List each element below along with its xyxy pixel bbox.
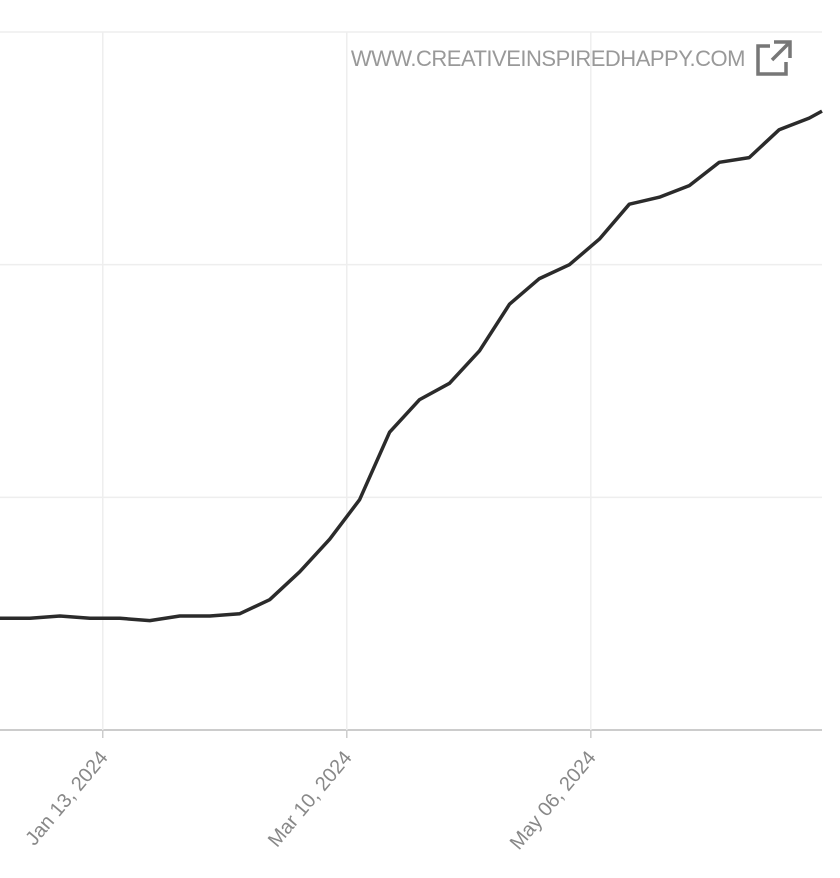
grid: Jan 13, 2024 Mar 10, 2024 May 06, 2024 [0,31,822,854]
line [0,109,823,623]
plot [0,109,823,623]
watermark-link[interactable]: WWW.CREATIVEINSPIREDHAPPY.COM [351,40,792,76]
x-tick-label: Jan 13, 2024 [21,747,112,850]
watermark[interactable]: WWW.CREATIVEINSPIREDHAPPY.COM [351,46,746,71]
x-tick-label: Mar 10, 2024 [264,747,357,851]
external-link-icon[interactable] [756,40,792,76]
x-tick-label: May 06, 2024 [506,747,601,854]
